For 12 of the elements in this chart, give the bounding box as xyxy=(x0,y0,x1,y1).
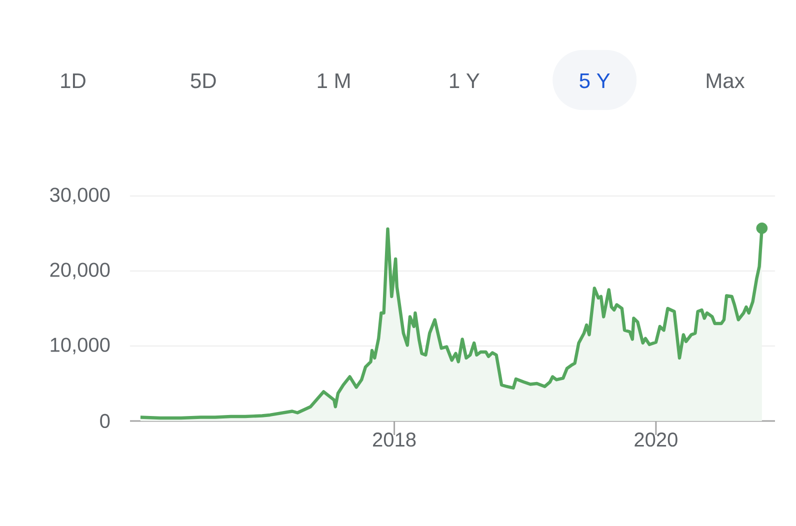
y-tick-label: 10,000 xyxy=(50,338,110,354)
y-tick-label: 0 xyxy=(100,414,110,428)
x-tick-label: 2020 xyxy=(634,432,678,447)
x-tick-label: 2018 xyxy=(373,432,416,447)
text: Max xyxy=(706,74,745,88)
text: 1D xyxy=(61,74,86,88)
y-tick-label: 30,000 xyxy=(50,188,110,204)
text: 5D xyxy=(190,74,216,88)
text: 1 Y xyxy=(450,74,480,88)
text: 5 Y xyxy=(580,74,610,88)
y-tick-label: 20,000 xyxy=(50,262,110,280)
text: 1 M xyxy=(318,74,350,88)
